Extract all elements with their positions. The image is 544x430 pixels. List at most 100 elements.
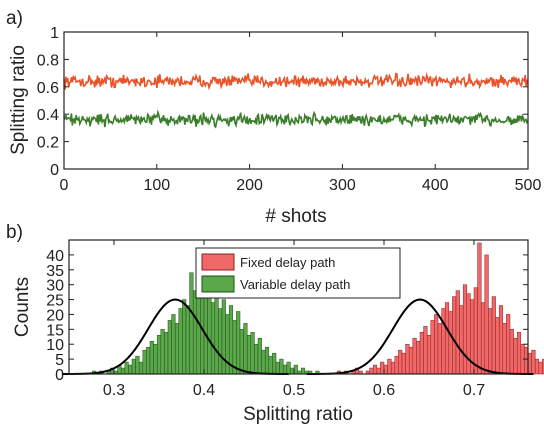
panel-a-plot — [63, 72, 529, 129]
histogram-bar-0 — [387, 358, 392, 375]
histogram-bar-1 — [189, 272, 194, 375]
histogram-bar-0 — [394, 355, 399, 375]
x-tick-label: 100 — [143, 177, 170, 194]
histogram-bar-1 — [261, 349, 266, 375]
histogram-bar-1 — [138, 361, 144, 375]
histogram-bar-1 — [272, 352, 277, 375]
histogram-bar-1 — [257, 338, 262, 375]
histogram-bar-1 — [178, 308, 183, 375]
histogram-bar-1 — [275, 361, 280, 375]
panel-a-ticks: 0 100 200 300 400 500 0 0.2 0.4 0.6 0.8 1 — [37, 25, 542, 194]
histogram-bar-0 — [495, 317, 500, 375]
histogram-bar-0 — [419, 332, 424, 375]
legend-label-fixed: Fixed delay path — [240, 255, 335, 270]
x-tick-label: 0.4 — [193, 382, 215, 399]
panel-a-axes-frame — [63, 31, 529, 170]
y-tick-label: 35 — [46, 263, 64, 280]
histogram-bar-0 — [462, 284, 468, 375]
histogram-bar-1 — [135, 355, 140, 375]
histogram-bar-1 — [210, 302, 216, 375]
histogram-bar-1 — [153, 343, 158, 375]
histogram-bar-1 — [142, 349, 147, 375]
histogram-bar-1 — [236, 311, 241, 375]
legend-label-variable: Variable delay path — [240, 277, 350, 292]
histogram-bar-0 — [412, 338, 417, 375]
histogram-bar-1 — [246, 335, 252, 375]
x-tick-label: 0 — [60, 177, 69, 194]
histogram-bar-1 — [128, 364, 133, 375]
y-tick-label: 0.4 — [37, 107, 59, 124]
panel-b-xlabel: Splitting ratio — [243, 404, 353, 425]
histogram-bar-0 — [491, 296, 496, 375]
x-tick-label: 400 — [422, 177, 449, 194]
histogram-bar-0 — [531, 349, 536, 375]
panel-a-label: a) — [6, 8, 23, 29]
histogram-bar-0 — [534, 358, 540, 375]
series-line-1 — [63, 109, 529, 129]
histogram-bar-0 — [480, 302, 486, 375]
y-tick-label: 40 — [46, 248, 64, 265]
histogram-bar-0 — [372, 364, 378, 375]
histogram-bar-0 — [398, 349, 403, 375]
histogram-bar-0 — [416, 340, 421, 375]
histogram-bar-0 — [509, 329, 514, 375]
histogram-bar-1 — [131, 358, 136, 375]
y-tick-label: 0.2 — [37, 135, 59, 152]
histogram-bar-0 — [484, 254, 489, 375]
histogram-bar-1 — [268, 355, 273, 375]
histogram-bar-1 — [167, 320, 172, 375]
histogram-bar-0 — [434, 314, 439, 375]
histogram-bar-0 — [513, 338, 518, 375]
histogram-bar-0 — [444, 302, 450, 375]
histogram-bar-1 — [174, 323, 180, 375]
histogram-bar-0 — [423, 326, 428, 375]
panel-b-ylabel: Counts — [12, 277, 33, 337]
histogram-bar-1 — [254, 343, 259, 375]
histogram-bar-0 — [466, 293, 471, 375]
y-tick-label: 0 — [55, 367, 64, 384]
histogram-bar-0 — [369, 367, 374, 375]
histogram-bar-0 — [405, 343, 410, 375]
histogram-bar-1 — [124, 361, 129, 375]
histogram-bar-0 — [516, 332, 522, 375]
histogram-bar-1 — [282, 364, 288, 375]
legend-swatch-fixed — [201, 253, 235, 271]
histogram-bar-0 — [498, 305, 504, 375]
histogram-bar-1 — [164, 332, 169, 375]
histogram-bar-1 — [239, 329, 244, 375]
histogram-bar-1 — [200, 296, 205, 375]
histogram-bar-0 — [452, 296, 457, 375]
x-tick-label: 500 — [515, 177, 542, 194]
histogram-bar-1 — [264, 346, 270, 375]
y-tick-label: 20 — [46, 307, 64, 324]
histogram-bar-1 — [279, 358, 284, 375]
histogram-bar-0 — [437, 323, 442, 375]
histogram-bar-1 — [250, 332, 255, 375]
histogram-bar-1 — [286, 361, 291, 375]
y-tick-label: 15 — [46, 322, 64, 339]
y-tick-label: 0 — [50, 162, 59, 179]
histogram-bar-1 — [207, 293, 212, 375]
histogram-bar-1 — [221, 299, 226, 375]
histogram-bar-1 — [218, 308, 223, 375]
histogram-bar-1 — [293, 364, 298, 375]
histogram-bar-1 — [290, 367, 295, 375]
x-tick-label: 0.7 — [463, 382, 485, 399]
y-tick-label: 30 — [46, 278, 64, 295]
histogram-bar-1 — [192, 290, 198, 375]
y-tick-label: 25 — [46, 293, 64, 310]
y-tick-label: 10 — [46, 337, 64, 354]
panel-a-ylabel: Splitting ratio — [8, 45, 29, 155]
histogram-bar-0 — [459, 305, 464, 375]
y-tick-label: 1 — [50, 25, 59, 42]
x-tick-label: 0.3 — [103, 382, 125, 399]
histogram-bar-0 — [473, 287, 478, 375]
histogram-bar-0 — [502, 323, 507, 375]
legend: Fixed delay path Variable delay path — [195, 247, 401, 299]
histogram-bar-0 — [380, 361, 385, 375]
histogram-bar-0 — [477, 242, 482, 375]
histogram-bar-0 — [506, 314, 511, 375]
histogram-bar-1 — [300, 367, 306, 375]
histogram-bar-0 — [426, 335, 432, 375]
